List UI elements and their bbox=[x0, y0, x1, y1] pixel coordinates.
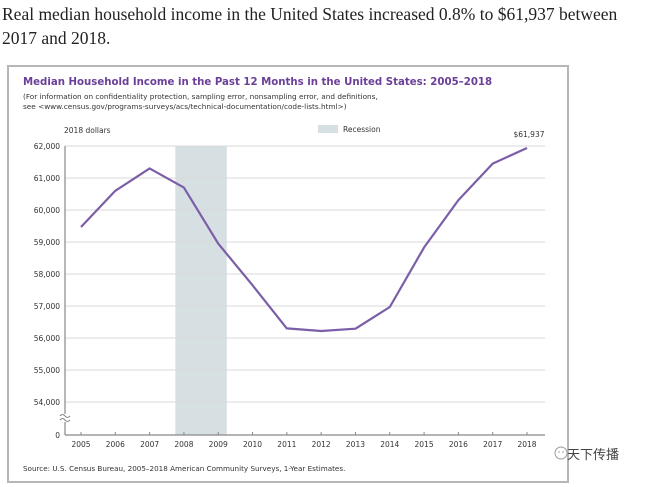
headline: Real median household income in the Unit… bbox=[2, 4, 618, 48]
x-tick-label: 2010 bbox=[243, 440, 262, 449]
y-tick-label: 61,000 bbox=[34, 174, 60, 183]
chart-title: Median Household Income in the Past 12 M… bbox=[23, 77, 493, 88]
x-tick-label: 2015 bbox=[415, 440, 434, 449]
x-tick-label: 2006 bbox=[106, 440, 125, 449]
y-tick-label: 59,000 bbox=[34, 238, 60, 247]
legend-recession-swatch bbox=[318, 125, 338, 133]
x-tick-label: 2008 bbox=[174, 440, 193, 449]
y-tick-label: 62,000 bbox=[34, 142, 60, 151]
y-tick-label: 57,000 bbox=[34, 302, 60, 311]
source-note: Source: U.S. Census Bureau, 2005–2018 Am… bbox=[23, 464, 346, 473]
x-tick-label: 2011 bbox=[277, 440, 296, 449]
x-tick-label: 2007 bbox=[140, 440, 159, 449]
x-tick-label: 2009 bbox=[209, 440, 228, 449]
legend-recession-label: Recession bbox=[343, 125, 381, 134]
y-axis-unit-label: 2018 dollars bbox=[64, 126, 111, 135]
axis-break-icon bbox=[59, 414, 71, 422]
x-tick-label: 2017 bbox=[483, 440, 502, 449]
x-tick-label: 2018 bbox=[517, 440, 536, 449]
y-tick-label: 56,000 bbox=[34, 334, 60, 343]
x-tick-label: 2012 bbox=[312, 440, 331, 449]
x-tick-label: 2014 bbox=[380, 440, 399, 449]
y-tick-label: 58,000 bbox=[34, 270, 60, 279]
income-series-line bbox=[80, 146, 528, 333]
y-tick-label: 55,000 bbox=[34, 366, 60, 375]
chart-subtitle-line1: (For information on confidentiality prot… bbox=[23, 92, 378, 101]
wechat-logo-icon bbox=[554, 446, 568, 460]
y-tick-label: 60,000 bbox=[34, 206, 60, 215]
x-tick-label: 2005 bbox=[71, 440, 90, 449]
recession-band bbox=[175, 146, 227, 435]
x-tick-label: 2016 bbox=[449, 440, 468, 449]
y-tick-label-zero: 0 bbox=[55, 431, 60, 440]
y-tick-label: 54,000 bbox=[34, 398, 60, 407]
watermark-text: 天下传播 bbox=[567, 448, 620, 463]
x-tick-label: 2013 bbox=[346, 440, 365, 449]
chart-subtitle-line2: see <www.census.gov/programs-surveys/acs… bbox=[23, 102, 347, 111]
final-value-annotation: $61,937 bbox=[513, 130, 544, 139]
